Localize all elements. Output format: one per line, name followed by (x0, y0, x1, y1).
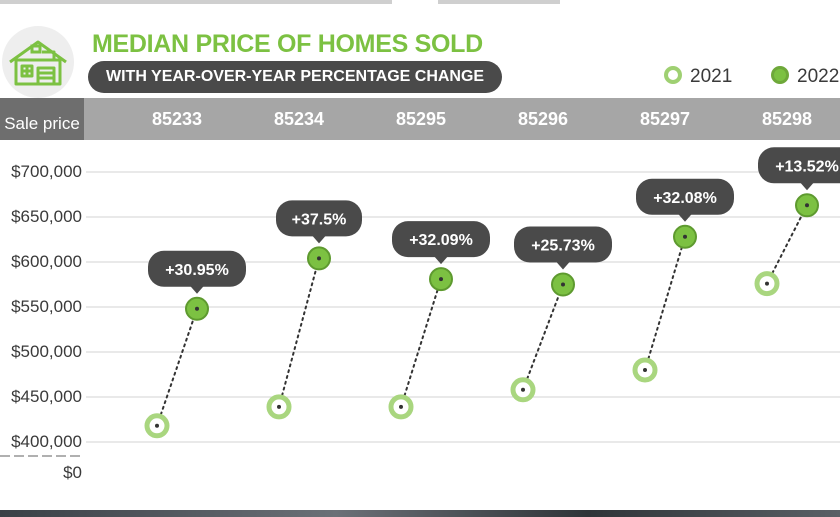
zip-header-bar: Sale price 85233 85234 85295 85296 85297… (0, 98, 840, 140)
y-tick-zero: $0 (63, 463, 82, 482)
top-strip-right (438, 0, 560, 4)
point-2021-center-85234 (277, 404, 281, 409)
point-2021-center-85298 (765, 281, 769, 286)
legend-item-2022: 2022 (771, 64, 839, 90)
point-2021-center-85296 (521, 387, 525, 392)
annotation-pointer-85234 (312, 235, 326, 244)
annotation-bubble-85298 (758, 147, 840, 184)
connector-85298 (766, 204, 808, 285)
chart-subtitle: WITH YEAR-OVER-YEAR PERCENTAGE CHANGE (88, 61, 503, 93)
connector-85297 (644, 235, 686, 371)
connector-85233 (156, 307, 198, 427)
annotation-pointer-85296 (556, 261, 570, 270)
point-2022-center-85234 (317, 256, 321, 261)
y-tick-400000: $400,000 (11, 432, 82, 451)
annotation-pointer-85295 (434, 256, 448, 265)
annotation-bubble-85233 (148, 250, 246, 287)
y-tick-600000: $600,000 (11, 252, 82, 271)
annotation-bubble-85234 (276, 200, 362, 237)
zip-label-85233: 85233 (151, 109, 203, 129)
annotation-pointer-85297 (678, 213, 692, 222)
point-2022-center-85295 (439, 277, 443, 282)
point-2022-center-85233 (195, 306, 199, 311)
annotation-bubble-85297 (636, 178, 734, 215)
zip-label-85297: 85297 (639, 109, 691, 129)
legend-dot-2022 (771, 65, 789, 84)
annotation-pointer-85233 (190, 285, 204, 294)
connector-85234 (278, 257, 320, 408)
legend-label-2021: 2021 (690, 66, 733, 87)
legend-dot-2021 (664, 65, 682, 84)
zip-label-85298: 85298 (761, 109, 813, 129)
annotation-text-85233: +30.95% (165, 262, 229, 279)
annotation-text-85297: +32.08% (653, 190, 717, 207)
connector-85296 (522, 283, 564, 391)
point-2022-center-85296 (561, 282, 565, 287)
y-tick-700000: $700,000 (11, 162, 82, 181)
zip-label-85295: 85295 (395, 109, 447, 129)
top-strip-left (0, 0, 392, 4)
annotation-bubble-85295 (392, 221, 490, 258)
bottom-photo-strip (0, 510, 840, 517)
annotation-pointer-85298 (800, 182, 814, 191)
point-2021-center-85295 (399, 404, 403, 409)
point-2022-center-85298 (805, 203, 809, 208)
connector-85295 (400, 278, 442, 408)
legend-label-2022: 2022 (797, 66, 840, 87)
chart-title: MEDIAN PRICE OF HOMES SOLD (92, 30, 483, 58)
point-2021-center-85233 (155, 423, 159, 428)
y-tick-500000: $500,000 (11, 342, 82, 361)
legend-item-2021: 2021 (664, 64, 732, 90)
annotation-bubble-85296 (514, 226, 612, 263)
zip-label-85296: 85296 (517, 109, 569, 129)
house-icon (2, 26, 74, 98)
sale-price-label: Sale price (0, 98, 84, 140)
y-tick-550000: $550,000 (11, 297, 82, 316)
zip-label-85234: 85234 (273, 109, 325, 129)
annotation-text-85298: +13.52% (775, 158, 839, 175)
point-2021-center-85297 (643, 368, 647, 372)
annotation-text-85234: +37.5% (292, 211, 347, 228)
annotation-text-85295: +32.09% (409, 232, 473, 249)
y-tick-450000: $450,000 (11, 387, 82, 406)
point-2022-center-85297 (683, 234, 687, 239)
y-tick-650000: $650,000 (11, 207, 82, 226)
annotation-text-85296: +25.73% (531, 238, 595, 255)
